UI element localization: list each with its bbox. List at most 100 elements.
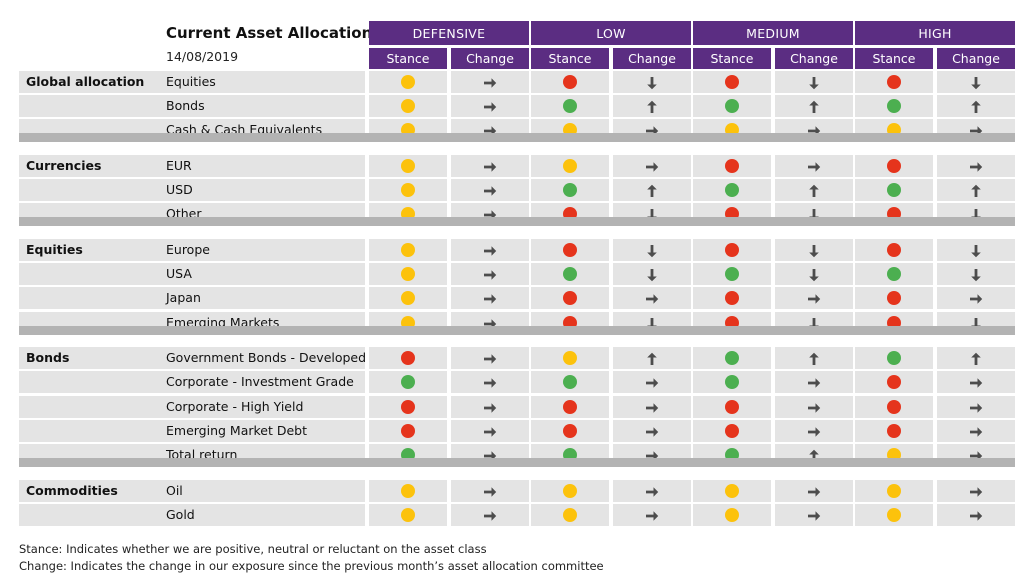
stance-header: Stance — [369, 48, 447, 69]
arrow-up-icon — [969, 351, 983, 365]
arrow-right-icon — [483, 484, 497, 498]
arrow-right-icon — [807, 291, 821, 305]
arrow-right-icon — [969, 508, 983, 522]
group-header: LOW — [531, 21, 691, 45]
asset-label: USD — [166, 182, 193, 197]
asset-label: Oil — [166, 483, 183, 498]
asset-label: Equities — [166, 74, 216, 89]
arrow-down-icon — [807, 243, 821, 258]
arrow-down-icon — [645, 243, 659, 258]
arrow-right-icon — [645, 484, 659, 498]
section-label: Bonds — [26, 350, 70, 365]
asset-label: Europe — [166, 242, 210, 257]
row-background — [19, 371, 365, 393]
group-header: HIGH — [855, 21, 1015, 45]
stance-red-dot — [887, 400, 901, 414]
arrow-up-icon — [969, 183, 983, 197]
arrow-right-icon — [483, 291, 497, 305]
section-separator — [19, 325, 1015, 335]
asset-label: USA — [166, 266, 192, 281]
table-date: 14/08/2019 — [166, 49, 239, 64]
stance-amber-dot — [401, 99, 415, 113]
stance-green-dot — [725, 183, 739, 197]
arrow-right-icon — [807, 484, 821, 498]
arrow-right-icon — [645, 508, 659, 522]
arrow-down-icon — [645, 75, 659, 90]
stance-red-dot — [725, 424, 739, 438]
arrow-right-icon — [483, 267, 497, 281]
stance-amber-dot — [725, 508, 739, 522]
stance-red-dot — [887, 75, 901, 89]
stance-header: Stance — [531, 48, 609, 69]
stance-red-dot — [887, 424, 901, 438]
arrow-right-icon — [969, 159, 983, 173]
arrow-right-icon — [483, 400, 497, 414]
arrow-right-icon — [969, 291, 983, 305]
stance-green-dot — [887, 183, 901, 197]
section-label: Equities — [26, 242, 83, 257]
stance-red-dot — [725, 243, 739, 257]
stance-green-dot — [563, 183, 577, 197]
row-background — [19, 71, 365, 93]
arrow-up-icon — [645, 99, 659, 113]
stance-red-dot — [887, 159, 901, 173]
asset-label: Gold — [166, 507, 195, 522]
asset-label: Corporate - Investment Grade — [166, 374, 354, 389]
arrow-right-icon — [969, 424, 983, 438]
stance-amber-dot — [563, 484, 577, 498]
stance-red-dot — [563, 291, 577, 305]
row-background — [19, 347, 365, 369]
arrow-right-icon — [483, 75, 497, 89]
stance-amber-dot — [401, 484, 415, 498]
arrow-right-icon — [483, 424, 497, 438]
asset-label: Bonds — [166, 98, 205, 113]
arrow-right-icon — [645, 424, 659, 438]
row-background — [19, 480, 365, 502]
asset-label: Other — [166, 206, 202, 221]
stance-amber-dot — [887, 508, 901, 522]
row-background — [19, 95, 365, 117]
stance-green-dot — [563, 99, 577, 113]
stance-amber-dot — [725, 484, 739, 498]
arrow-right-icon — [807, 375, 821, 389]
stance-amber-dot — [563, 351, 577, 365]
stance-green-dot — [887, 267, 901, 281]
row-background — [19, 396, 365, 418]
stance-red-dot — [725, 159, 739, 173]
group-header: DEFENSIVE — [369, 21, 529, 45]
arrow-right-icon — [969, 375, 983, 389]
stance-green-dot — [401, 375, 415, 389]
stance-green-dot — [725, 351, 739, 365]
arrow-down-icon — [969, 243, 983, 258]
stance-red-dot — [887, 291, 901, 305]
stance-green-dot — [725, 99, 739, 113]
arrow-up-icon — [807, 448, 821, 462]
section-separator — [19, 133, 1015, 143]
arrow-right-icon — [807, 424, 821, 438]
arrow-right-icon — [807, 159, 821, 173]
arrow-up-icon — [807, 351, 821, 365]
arrow-right-icon — [807, 508, 821, 522]
arrow-down-icon — [645, 267, 659, 282]
asset-label: EUR — [166, 158, 192, 173]
group-header: MEDIUM — [693, 21, 853, 45]
stance-header: Stance — [693, 48, 771, 69]
stance-amber-dot — [401, 159, 415, 173]
stance-green-dot — [887, 99, 901, 113]
note-change: Change: Indicates the change in our expo… — [19, 559, 604, 573]
stance-green-dot — [887, 351, 901, 365]
section-label: Commodities — [26, 483, 118, 498]
arrow-down-icon — [969, 75, 983, 90]
arrow-right-icon — [483, 99, 497, 113]
asset-label: Government Bonds - Developed — [166, 350, 367, 365]
table-title: Current Asset Allocation — [166, 24, 373, 42]
row-background — [19, 287, 365, 309]
arrow-down-icon — [807, 267, 821, 282]
section-label: Global allocation — [26, 74, 145, 89]
arrow-right-icon — [483, 375, 497, 389]
stance-amber-dot — [401, 243, 415, 257]
stance-red-dot — [563, 424, 577, 438]
arrow-up-icon — [807, 183, 821, 197]
arrow-right-icon — [483, 183, 497, 197]
arrow-up-icon — [969, 99, 983, 113]
